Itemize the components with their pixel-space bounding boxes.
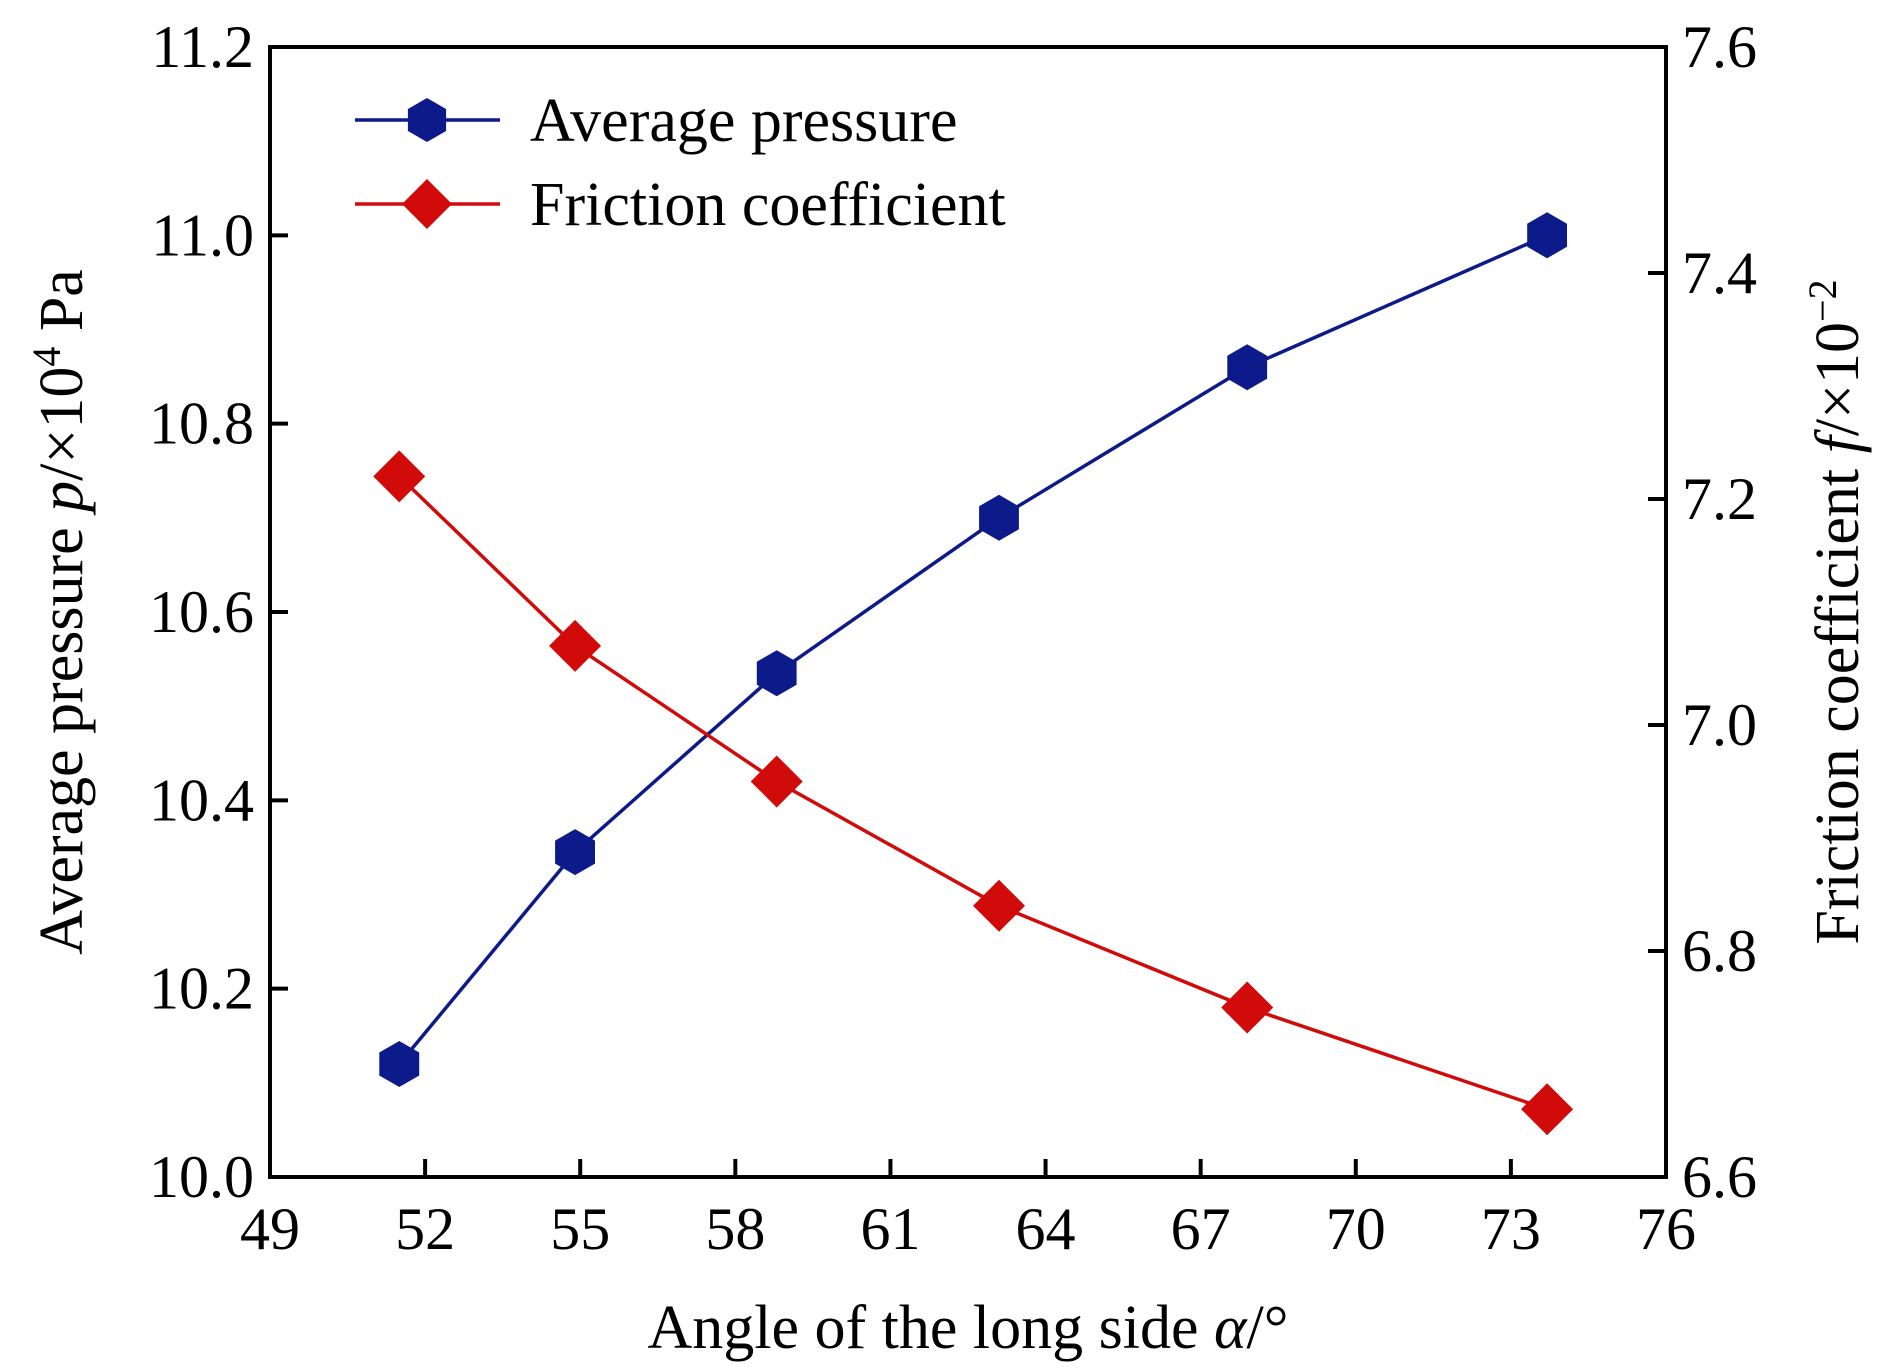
legend-marker-pressure — [407, 98, 447, 142]
left-y-tick-label: 10.4 — [149, 767, 254, 833]
x-tick-label: 70 — [1326, 1196, 1386, 1262]
x-tick-label: 61 — [860, 1196, 920, 1262]
right-y-tick-label: 7.2 — [1682, 466, 1757, 532]
data-point-average-pressure — [555, 829, 595, 876]
x-tick-label: 76 — [1636, 1196, 1696, 1262]
x-tick-label: 52 — [395, 1196, 455, 1262]
left-y-tick-label: 10.6 — [149, 579, 254, 645]
right-y-tick-label: 7.6 — [1682, 14, 1757, 80]
left-y-tick-label: 10.8 — [149, 391, 254, 457]
left-y-axis-title: Average pressure p/×104 Pa — [24, 269, 97, 955]
x-tick-label: 55 — [550, 1196, 610, 1262]
data-point-average-pressure — [1227, 344, 1268, 391]
x-tick-label: 67 — [1171, 1196, 1231, 1262]
plot-frame — [268, 45, 1668, 1179]
series-line-friction-coefficient — [398, 475, 1548, 1111]
x-tick-label: 73 — [1481, 1196, 1541, 1262]
right-y-tick-label: 6.8 — [1682, 918, 1757, 984]
data-point-friction-coefficient — [549, 619, 602, 672]
left-y-tick-label: 10.0 — [149, 1144, 254, 1210]
legend: Average pressure Friction coefficient — [355, 87, 1006, 239]
right-y-axis-title: Friction coefficient f/×10−2 — [1800, 279, 1873, 944]
right-y-tick-label: 7.0 — [1682, 692, 1757, 758]
data-point-friction-coefficient — [750, 755, 803, 808]
series-layer — [373, 212, 1574, 1136]
x-tick-label: 58 — [705, 1196, 765, 1262]
data-point-friction-coefficient — [373, 450, 426, 503]
ticks-layer: 49 52 55 58 61 64 67 70 73 76 10.0 10.2 10.4 10.6 10.8… — [149, 14, 1757, 1262]
right-y-tick-label: 6.6 — [1682, 1144, 1757, 1210]
left-y-tick-label: 10.2 — [149, 956, 254, 1022]
left-y-tick-label: 11.2 — [151, 14, 254, 80]
legend-label-pressure: Average pressure — [530, 87, 957, 155]
right-y-tick-label: 7.4 — [1682, 240, 1757, 306]
data-point-friction-coefficient — [1221, 981, 1274, 1034]
data-point-friction-coefficient — [1521, 1083, 1574, 1136]
x-tick-label: 49 — [240, 1196, 300, 1262]
x-axis-title: Angle of the long side α/° — [647, 1294, 1288, 1362]
data-point-average-pressure — [1527, 212, 1567, 259]
data-point-average-pressure — [756, 650, 797, 697]
left-y-tick-label: 11.0 — [151, 202, 254, 268]
data-point-friction-coefficient — [973, 879, 1026, 932]
series-line-average-pressure — [397, 233, 1548, 1066]
legend-marker-friction — [402, 179, 452, 229]
data-point-average-pressure — [379, 1041, 420, 1087]
legend-label-friction: Friction coefficient — [530, 171, 1006, 239]
x-tick-label: 64 — [1016, 1196, 1076, 1262]
data-point-average-pressure — [979, 494, 1019, 541]
